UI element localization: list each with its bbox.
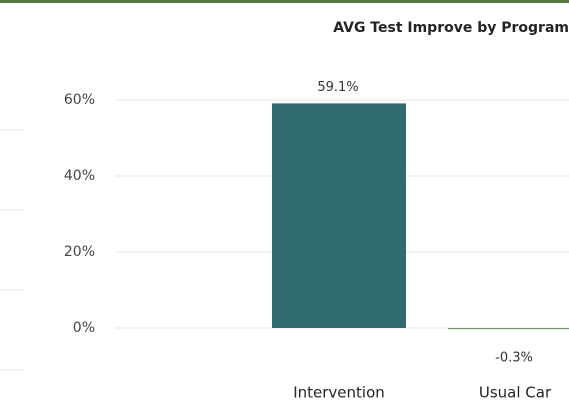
y-tick-label: 40%: [64, 168, 95, 184]
chart-title: AVG Test Improve by Program: [333, 20, 569, 36]
y-tick-label: 0%: [73, 320, 95, 336]
x-tick-label: Intervention: [293, 384, 385, 402]
bar: [448, 328, 569, 330]
value-label: 59.1%: [317, 80, 358, 95]
y-tick-label: 20%: [64, 244, 95, 260]
y-tick-label: 60%: [64, 92, 95, 108]
x-tick-label: Usual Car: [479, 384, 552, 402]
top-border: [0, 0, 569, 3]
bar: [272, 103, 406, 328]
value-label: -0.3%: [495, 351, 533, 366]
